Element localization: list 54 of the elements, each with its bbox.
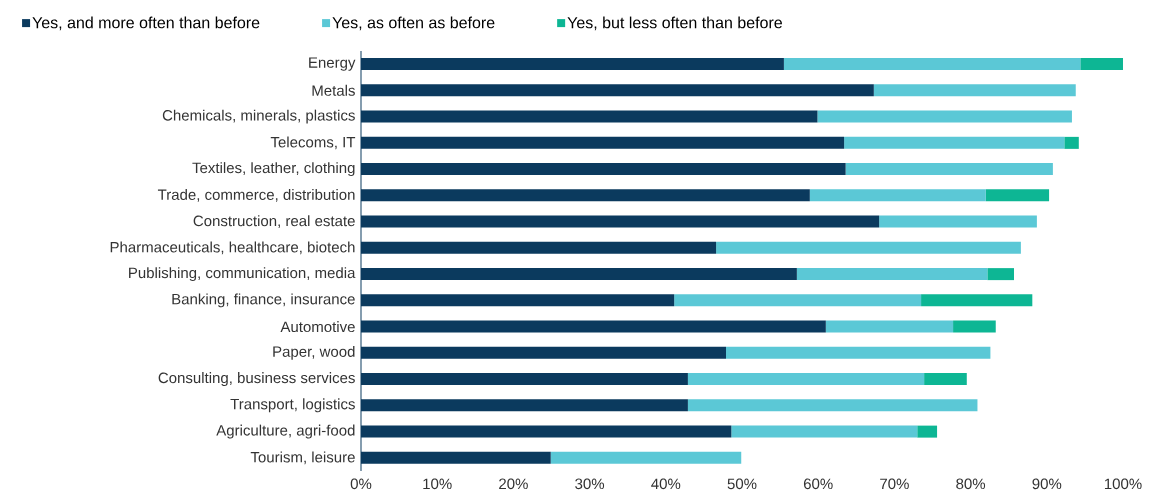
legend-label: Yes, as often as before (332, 16, 495, 31)
x-tick-label: 10% (423, 478, 452, 490)
bar (796, 268, 988, 281)
bar (987, 268, 1015, 281)
bar (1064, 136, 1079, 149)
bar (731, 425, 918, 438)
bar (844, 136, 1065, 149)
x-tick-label: 30% (575, 478, 605, 490)
y-tick-label: Metals (312, 84, 355, 96)
bar (845, 163, 1053, 176)
bar (953, 320, 996, 333)
y-tick-label: Publishing, communication, media (129, 267, 356, 282)
bar (674, 294, 922, 307)
y-tick-label: Construction, real estate (193, 215, 355, 229)
y-tick-label: Automotive (280, 321, 355, 333)
y-tick-label: Pharmaceuticals, healthcare, biotech (110, 241, 355, 255)
y-tick-label: Tourism, leisure (250, 451, 355, 465)
bar (879, 215, 1037, 228)
legend-label: Yes, and more often than before (32, 16, 260, 31)
y-tick-label: Energy (309, 57, 356, 71)
bar (924, 373, 967, 386)
x-tick-label: 80% (956, 478, 986, 490)
y-tick-label: Chemicals, minerals, plastics (162, 109, 355, 124)
bar (687, 399, 978, 412)
bar (783, 58, 1081, 71)
x-tick-label: 90% (1032, 478, 1062, 490)
bar (873, 84, 1076, 97)
x-tick-label: 0% (350, 478, 372, 490)
bar (687, 373, 925, 386)
y-tick-label: Textiles, leather, clothing (192, 162, 355, 177)
y-tick-label: Trade, commerce, distribution (157, 188, 355, 202)
x-tick-label: 40% (651, 478, 681, 490)
bar (985, 189, 1050, 202)
bar (817, 110, 1072, 123)
bar (726, 346, 991, 359)
x-tick-label: 20% (499, 478, 528, 490)
y-tick-label: Telecoms, IT (270, 136, 356, 150)
y-tick-label: Paper, wood (273, 345, 355, 360)
bar (921, 294, 1033, 307)
x-tick-label: 100% (1104, 478, 1142, 490)
bar (809, 189, 986, 202)
x-tick-label: 70% (880, 478, 909, 490)
y-tick-label: Consulting, business services (158, 372, 355, 387)
legend-label: Yes, but less often than before (567, 16, 782, 31)
y-tick-label: Banking, finance, insurance (172, 293, 355, 308)
bar (917, 425, 938, 438)
y-tick-label: Transport, logistics (230, 398, 355, 413)
bar (825, 320, 954, 333)
bar (716, 241, 1021, 254)
bar (550, 451, 742, 464)
x-tick-label: 50% (727, 478, 757, 490)
x-tick-label: 60% (803, 478, 833, 490)
bar (1080, 58, 1123, 71)
y-tick-label: Agriculture, agri-food (216, 424, 355, 439)
